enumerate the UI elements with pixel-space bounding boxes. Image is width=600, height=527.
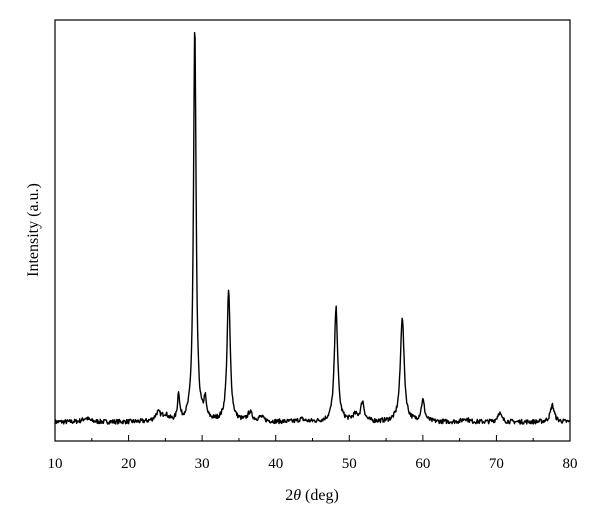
x-tick-label: 40 <box>268 456 283 472</box>
x-tick-label: 80 <box>563 456 578 472</box>
x-tick-label: 10 <box>48 456 63 472</box>
y-axis-title: Intensity (a.u.) <box>25 183 42 277</box>
x-tick-label: 50 <box>342 456 357 472</box>
x-tick-label: 60 <box>415 456 430 472</box>
series-line <box>54 31 571 425</box>
x-axis-ticks <box>54 435 571 441</box>
x-tick-label: 20 <box>121 456 136 472</box>
x-tick-label: 70 <box>489 456 504 472</box>
x-axis-tick-labels: 10 20 30 40 50 60 70 80 <box>48 456 578 472</box>
x-axis-title: 2θ (deg) <box>285 487 339 504</box>
x-tick-label: 30 <box>195 456 210 472</box>
plot-frame <box>54 19 571 442</box>
